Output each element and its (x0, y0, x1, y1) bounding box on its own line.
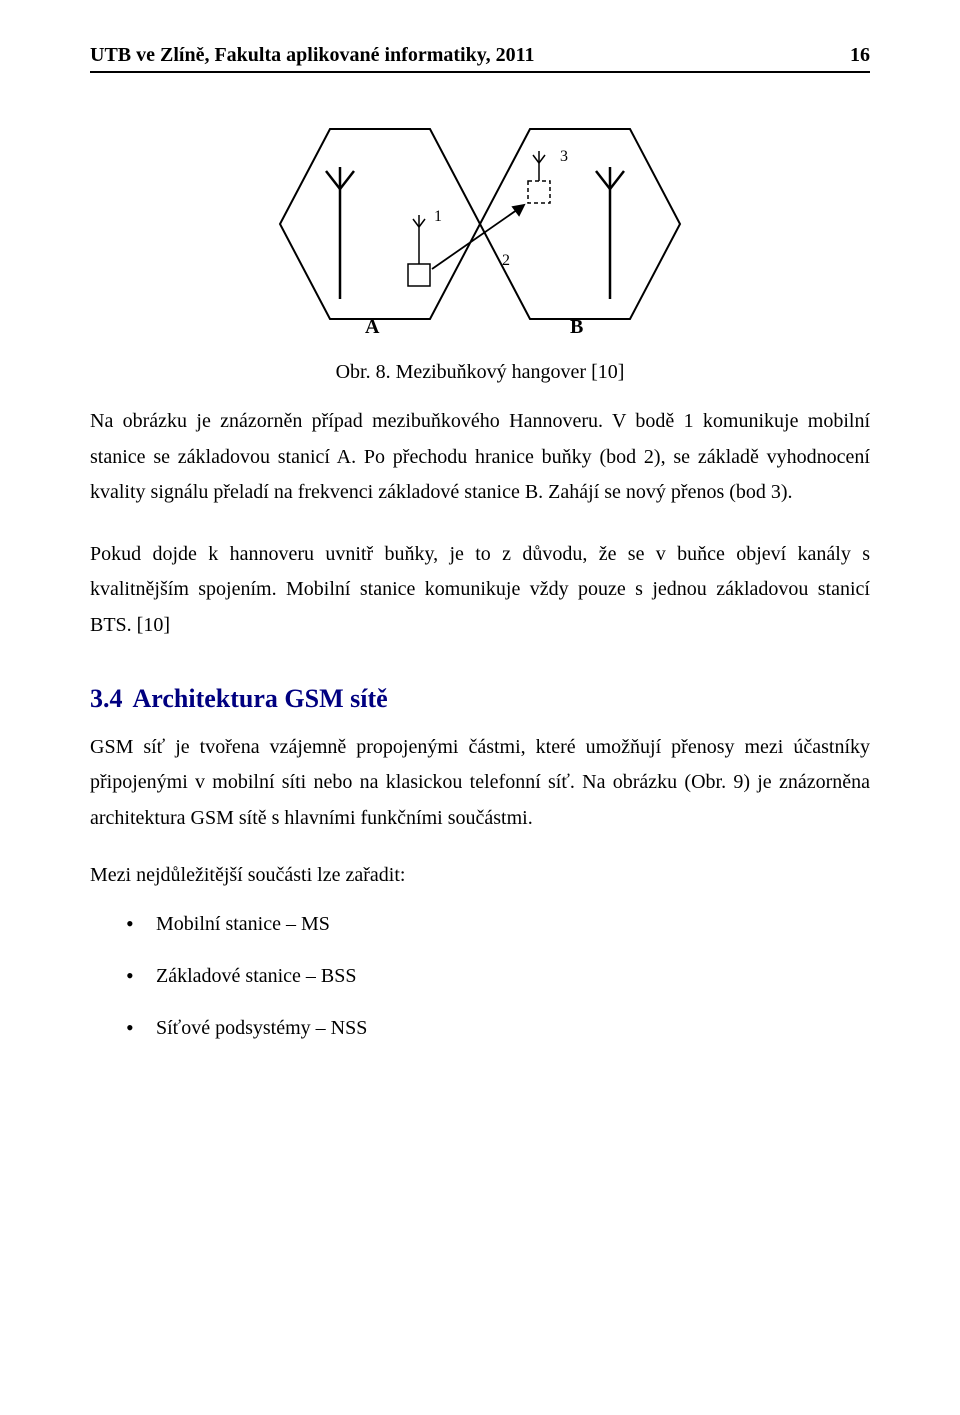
figure-caption: Obr. 8. Mezibuňkový hangover [10] (90, 361, 870, 384)
component-list: Mobilní stanice – MS Základové stanice –… (90, 909, 870, 1043)
point-label-3: 3 (560, 148, 568, 165)
list-item: Síťové podsystémy – NSS (126, 1013, 870, 1043)
figure-hangover: A B 1 2 3 (90, 109, 870, 349)
list-item: Mobilní stanice – MS (126, 909, 870, 939)
page: UTB ve Zlíně, Fakulta aplikované informa… (0, 0, 960, 1125)
paragraph-3: GSM síť je tvořena vzájemně propojenými … (90, 730, 870, 837)
point-label-1: 1 (434, 208, 442, 225)
cell-label-a: A (365, 316, 380, 338)
running-header: UTB ve Zlíně, Fakulta aplikované informa… (90, 44, 870, 73)
section-heading: 3.4 Architektura GSM sítě (90, 684, 870, 714)
paragraph-1: Na obrázku je znázorněn případ mezibuňko… (90, 404, 870, 511)
page-number: 16 (850, 44, 870, 67)
paragraph-2: Pokud dojde k hannoveru uvnitř buňky, je… (90, 537, 870, 644)
header-left: UTB ve Zlíně, Fakulta aplikované informa… (90, 44, 535, 67)
list-item: Základové stanice – BSS (126, 961, 870, 991)
hangover-diagram-svg: A B 1 2 3 (270, 109, 690, 349)
cell-label-b: B (570, 316, 583, 338)
list-intro: Mezi nejdůležitější součásti lze zařadit… (90, 864, 870, 887)
section-number: 3.4 (90, 684, 123, 713)
section-title: Architektura GSM sítě (133, 684, 388, 713)
point-label-2: 2 (502, 252, 510, 269)
